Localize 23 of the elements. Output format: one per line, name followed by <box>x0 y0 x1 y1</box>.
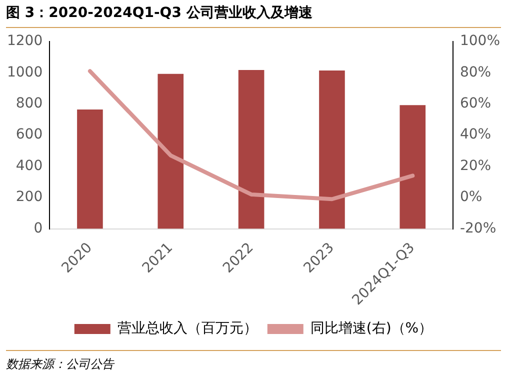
bar <box>158 74 184 229</box>
y-tick-label: 1000 <box>6 64 43 80</box>
y2-tick-label: 20% <box>460 158 492 174</box>
y2-tick-label: 0% <box>460 189 482 206</box>
y2-tick-label: 60% <box>460 96 492 112</box>
y2-tick-label: 80% <box>460 64 492 80</box>
source-note: 数据来源：公司公告 <box>6 350 501 373</box>
bar <box>77 109 103 229</box>
y-tick-label: 1200 <box>6 33 43 50</box>
legend-label: 营业总收入（百万元） <box>117 320 258 337</box>
bar <box>400 105 426 229</box>
y2-tick-label: -20% <box>460 220 496 236</box>
bar <box>238 70 264 229</box>
legend-label: 同比增速(右)（%） <box>310 320 433 337</box>
y-tick-label: 0 <box>34 220 43 236</box>
chart-title: 图 3：2020-2024Q1-Q3 公司营业收入及增速 <box>6 4 501 28</box>
y-tick-label: 200 <box>16 189 43 206</box>
y-tick-label: 400 <box>16 158 43 174</box>
y-tick-label: 600 <box>16 126 43 143</box>
y-tick-label: 800 <box>16 96 43 112</box>
y2-tick-label: 40% <box>460 126 492 143</box>
bar <box>319 70 345 229</box>
y2-tick-label: 100% <box>460 33 500 50</box>
